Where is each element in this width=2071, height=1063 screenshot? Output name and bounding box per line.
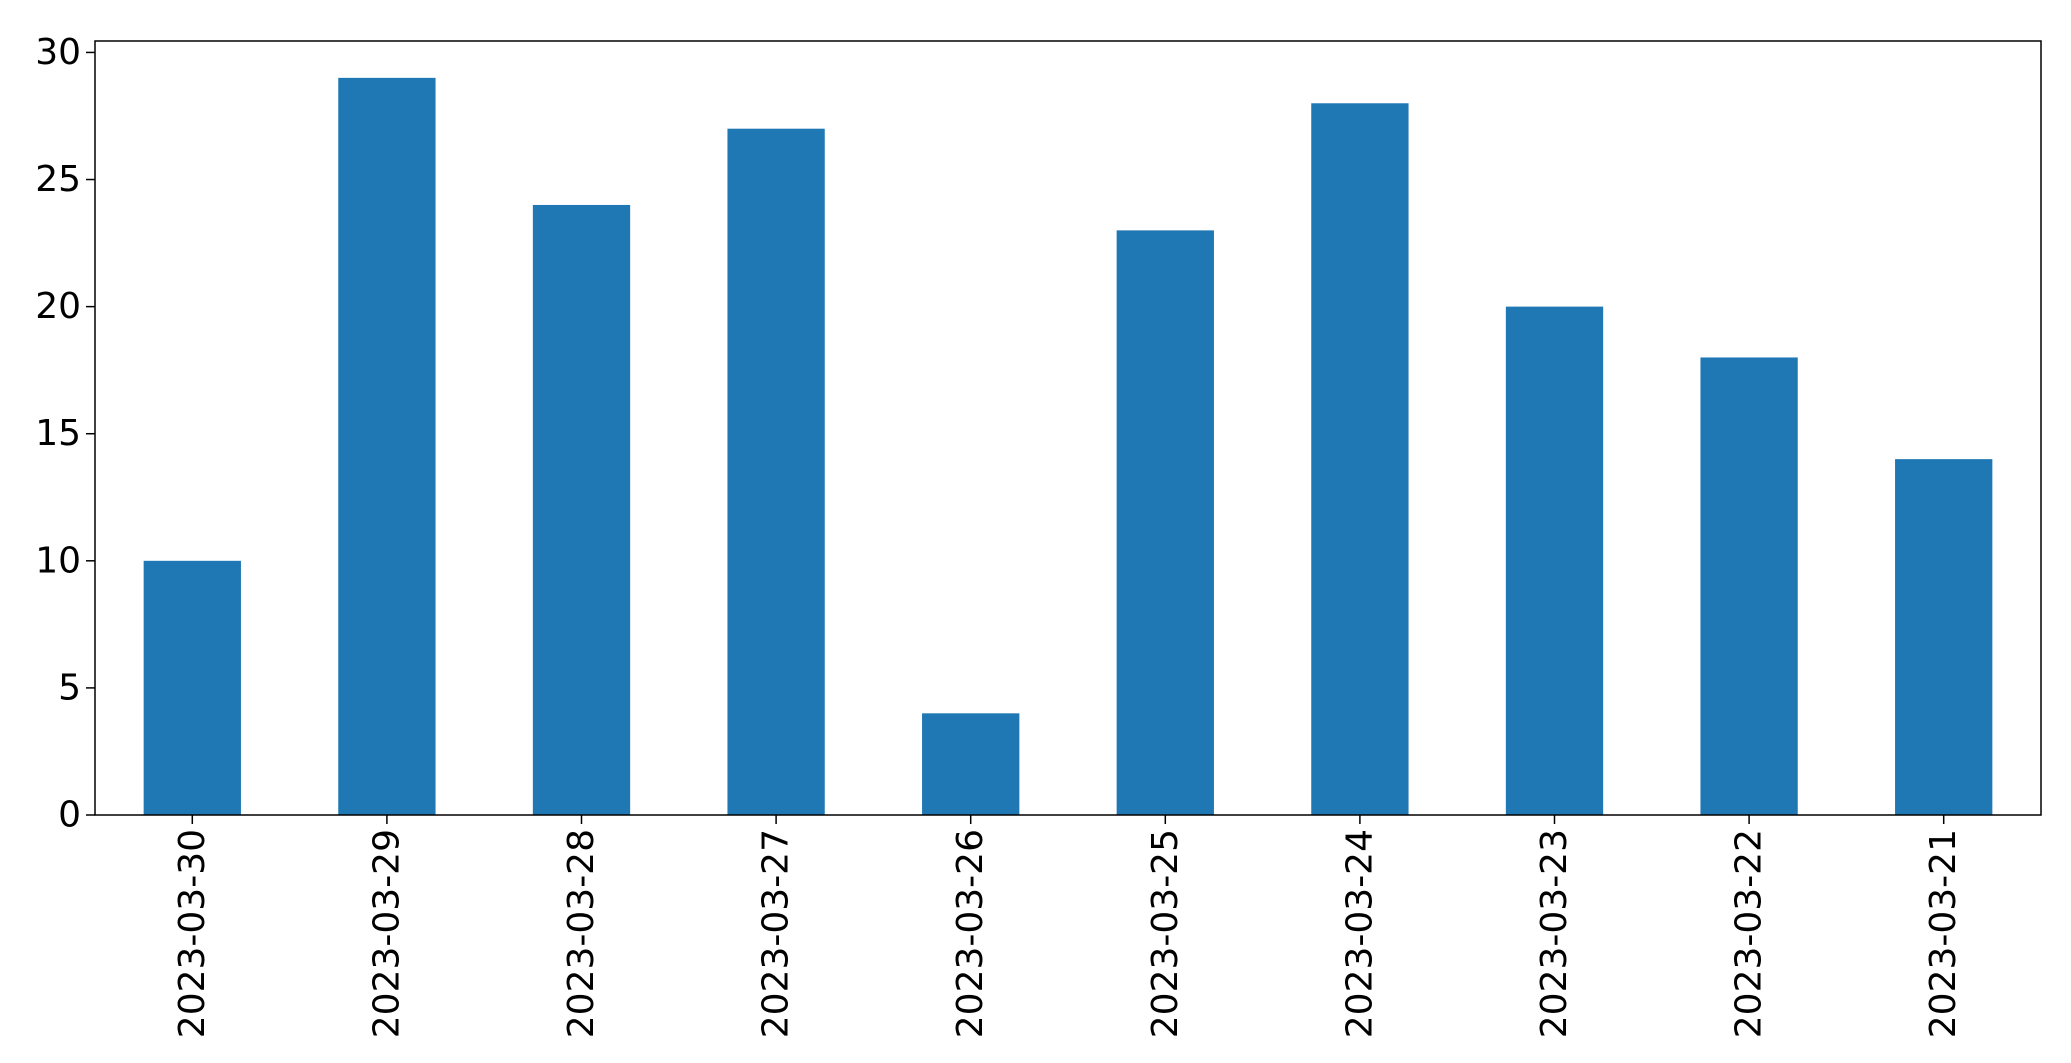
x-tick-label: 2023-03-30 (172, 829, 213, 1038)
bars-layer (143, 77, 1993, 816)
plot-frame (94, 40, 2042, 816)
y-tick-label: 15 (35, 413, 81, 454)
x-tick-label: 2023-03-21 (1923, 829, 1964, 1038)
bar-2023-03-29 (338, 77, 436, 816)
y-tick-label: 0 (58, 795, 81, 836)
bar-2023-03-21 (1895, 459, 1993, 815)
y-tick-label: 25 (35, 159, 81, 200)
y-tick-label: 10 (35, 540, 81, 581)
x-tick-label: 2023-03-25 (1145, 829, 1186, 1038)
y-axis: 0 5 10 15 20 25 30 (35, 32, 95, 836)
y-tick-label: 5 (58, 667, 81, 708)
bar-2023-03-28 (532, 204, 631, 815)
x-tick-label: 2023-03-27 (756, 829, 797, 1038)
y-tick-label: 30 (35, 32, 81, 73)
bar-2023-03-25 (1116, 230, 1214, 816)
x-tick-label: 2023-03-28 (561, 829, 602, 1038)
y-tick-label: 20 (35, 286, 81, 327)
x-tick-label: 2023-03-26 (950, 829, 991, 1038)
x-axis: 2023-03-30 2023-03-29 2023-03-28 2023-03-27… (172, 815, 1964, 1038)
bar-2023-03-22 (1700, 357, 1798, 815)
x-tick-label: 2023-03-22 (1729, 829, 1770, 1038)
bar-2023-03-26 (922, 713, 1020, 815)
bar-2023-03-27 (727, 128, 825, 815)
x-tick-label: 2023-03-23 (1534, 829, 1575, 1038)
bar-2023-03-30 (143, 560, 241, 815)
bar-2023-03-24 (1311, 103, 1409, 815)
x-tick-label: 2023-03-29 (366, 829, 407, 1038)
x-tick-label: 2023-03-24 (1339, 829, 1380, 1038)
bar-2023-03-23 (1505, 306, 1604, 815)
